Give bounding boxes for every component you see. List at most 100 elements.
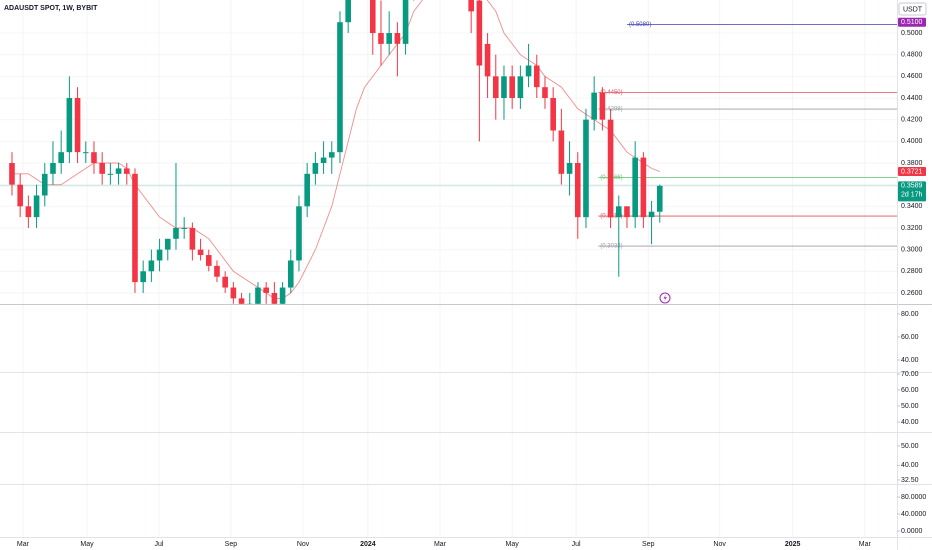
ma-line [12, 0, 660, 299]
pane-tick-label: 50.00 [901, 403, 919, 410]
x-tick-label: Mar [17, 541, 30, 548]
price-tag [898, 17, 926, 27]
candle-body [17, 184, 23, 207]
currency-button[interactable] [898, 2, 927, 16]
candle-body [255, 287, 261, 304]
price-tag-label: 0.3589 [901, 183, 923, 190]
candle-body [132, 173, 138, 283]
currency-label[interactable]: USDT [903, 6, 923, 13]
candle-body [205, 255, 212, 266]
candle-body [9, 162, 15, 185]
candle-body [304, 173, 310, 207]
candle-body [533, 65, 540, 88]
candle-body [468, 0, 474, 12]
x-tick-label: Jul [155, 541, 164, 548]
pane-tick-label: 80.00 [901, 311, 919, 318]
candle-body [82, 152, 89, 154]
candle-body [476, 0, 483, 66]
candle-body [230, 287, 237, 299]
price-tag [898, 167, 926, 177]
candle-body [246, 303, 253, 304]
x-tick-label: May [80, 541, 94, 548]
candle-body [181, 227, 187, 229]
level-label: (0.5080) [629, 22, 651, 28]
candle-body [591, 92, 597, 120]
candle-body [402, 0, 409, 44]
pane-tick-label: 40.00 [901, 419, 919, 426]
y-tick-label: 0.2800 [901, 268, 923, 275]
candle-body [378, 33, 384, 44]
candle-body [222, 276, 228, 288]
candle-body [517, 76, 524, 99]
countdown: 2d 17h [901, 192, 923, 199]
pane-tick-label: 60.00 [901, 334, 919, 341]
chart-title: ADAUSDT SPOT, 1W, BYBIT [4, 5, 98, 12]
candle-body [345, 0, 351, 23]
y-tick-label: 0.4200 [901, 117, 923, 124]
candle-body [394, 33, 401, 44]
pane-tick-label: 50.00 [901, 443, 919, 450]
pane-tick-label: 40.00 [901, 357, 919, 364]
candle-body [320, 157, 327, 163]
x-tick-label: Jul [572, 541, 581, 548]
candle-body [74, 98, 81, 153]
level-label: (0.4450) [600, 90, 622, 96]
y-tick-label: 0.5000 [901, 30, 923, 37]
x-tick-label: Nov [297, 541, 310, 548]
x-tick-label: May [506, 541, 520, 548]
pane-tick-label: 32.50 [901, 477, 919, 484]
y-tick-label: 0.3800 [901, 160, 923, 167]
candle-body [58, 152, 64, 163]
x-tick-label: 2024 [360, 541, 376, 548]
candle-body [33, 195, 40, 218]
pane-tick-label: 70.00 [901, 371, 919, 378]
candle-body [509, 76, 515, 99]
candle-body [41, 173, 48, 196]
x-tick-label: 2025 [785, 541, 801, 548]
candle-body [525, 65, 532, 77]
level-label: (0.4298) [600, 107, 622, 113]
candle-body [99, 162, 105, 174]
candle-body [140, 271, 146, 283]
candle-body [312, 162, 319, 174]
pane-tick-label: 40.00 [901, 462, 919, 469]
y-tick-label: 0.4800 [901, 52, 923, 59]
x-tick-label: Nov [713, 541, 726, 548]
candle-body [386, 33, 392, 44]
candle-body [197, 249, 204, 256]
candle-body [550, 98, 556, 131]
candle-body [123, 168, 130, 174]
pane-tick-label: 40.0000 [901, 511, 926, 518]
candle-body [583, 119, 589, 218]
candle-body [648, 211, 655, 218]
candle-body [66, 98, 73, 153]
candle-body [164, 238, 171, 250]
candle-body [287, 260, 294, 288]
candle-body [615, 206, 622, 218]
candle-body [91, 152, 97, 163]
y-tick-label: 0.4600 [901, 73, 923, 80]
candle-body [115, 168, 122, 174]
price-tag [898, 181, 926, 202]
candle-body [156, 249, 163, 261]
price-tag-label: 0.3721 [901, 168, 923, 175]
candle-body [50, 162, 56, 174]
x-tick-label: Mar [434, 541, 447, 548]
candle-body [492, 76, 499, 99]
x-tick-label: Sep [642, 541, 655, 548]
candle-body [656, 185, 663, 212]
candle-body [173, 227, 179, 239]
x-tick-label: Sep [225, 541, 238, 548]
candle-body [558, 130, 565, 174]
candle-body [640, 157, 647, 218]
candle-body [369, 0, 376, 34]
candle-body [238, 298, 245, 304]
candle-body [337, 22, 343, 153]
y-tick-label: 0.3400 [901, 203, 923, 210]
price-tag-label: 0.5100 [901, 19, 923, 26]
candle-body [542, 87, 548, 99]
candle-body [484, 43, 491, 77]
candle-body [574, 162, 581, 218]
candle-body [624, 206, 630, 218]
